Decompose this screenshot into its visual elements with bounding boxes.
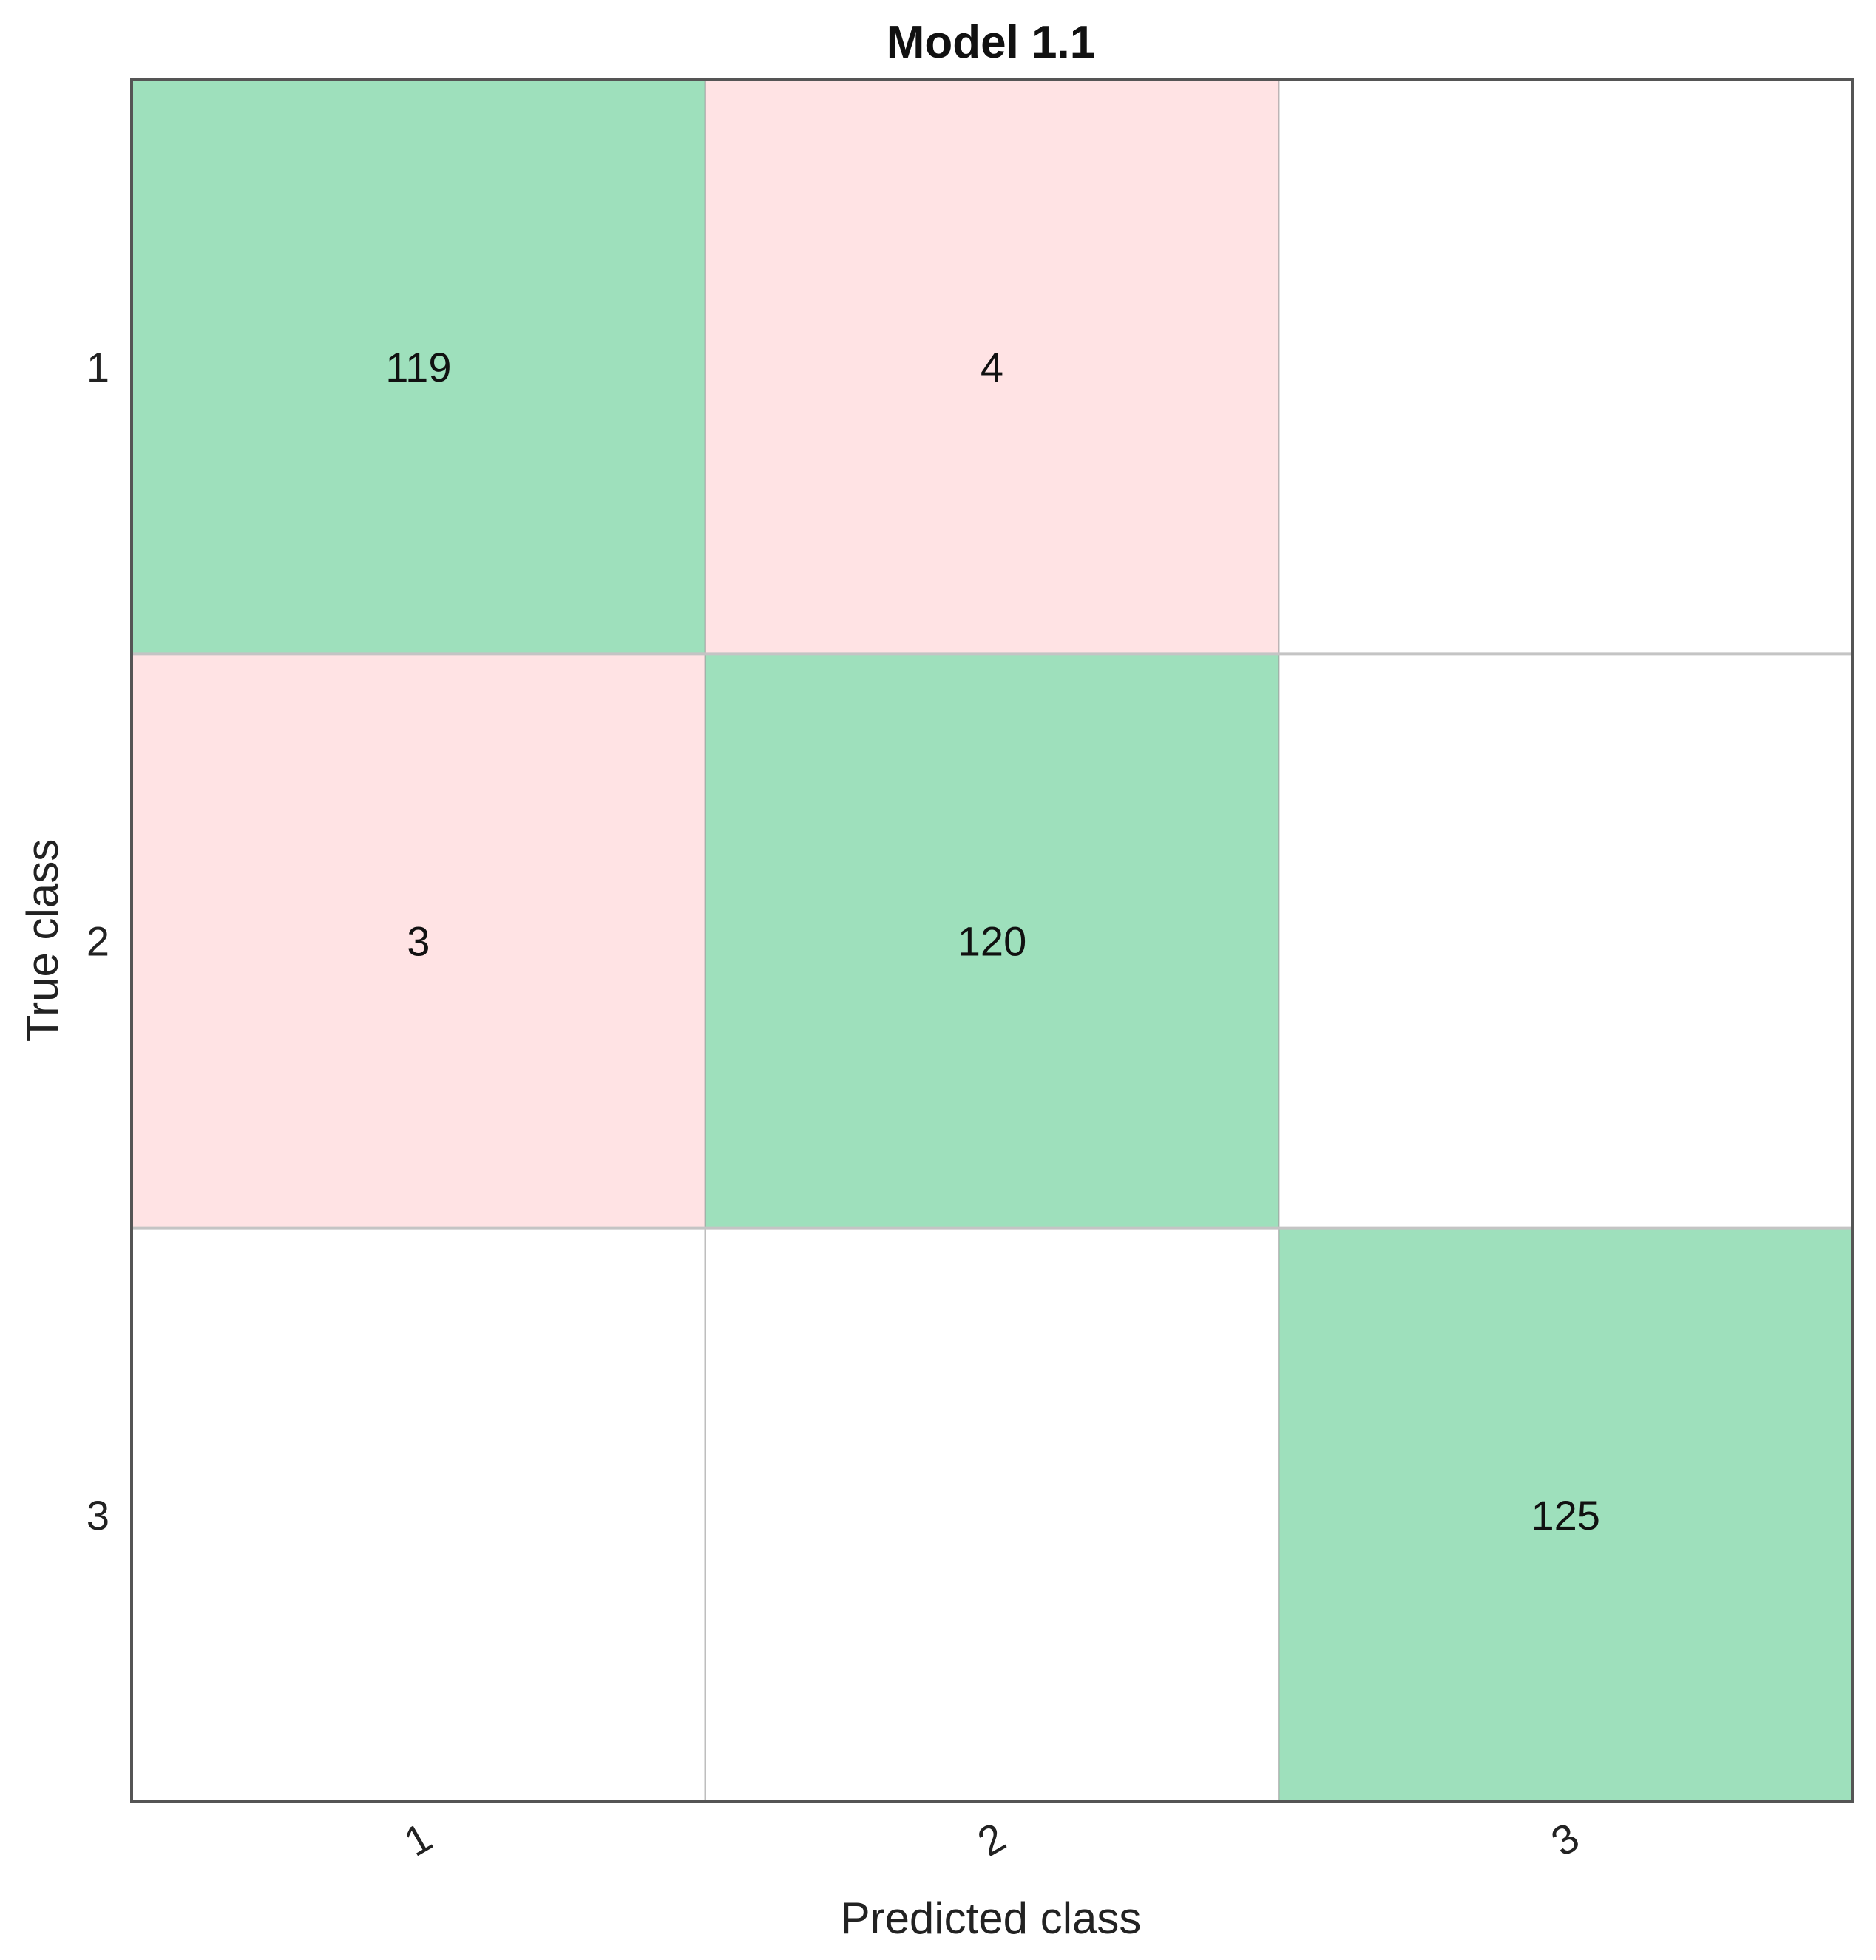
y-tick-labels: 1 2 3 (87, 344, 109, 1539)
matrix-cells (132, 80, 1852, 1802)
matrix-cell-2-2 (705, 654, 1279, 1228)
matrix-cell-2-1 (132, 654, 705, 1228)
matrix-gridlines (132, 80, 1852, 1802)
cell-value-2-2: 120 (958, 918, 1026, 965)
cell-value-1-2: 4 (981, 344, 1003, 390)
x-tick-label-1: 1 (396, 1814, 439, 1865)
y-tick-label-1: 1 (87, 344, 109, 390)
matrix-cell-2-3 (1279, 654, 1852, 1228)
cell-value-2-1: 3 (407, 918, 430, 965)
matrix-cell-3-1 (132, 1227, 705, 1802)
cell-value-1-1: 119 (385, 344, 451, 390)
y-tick-label-3: 3 (87, 1492, 109, 1539)
chart-title: Model 1.1 (887, 17, 1096, 68)
y-tick-label-2: 2 (87, 918, 109, 965)
matrix-cell-1-1 (132, 80, 705, 654)
matrix-cell-1-3 (1279, 80, 1852, 654)
x-axis-label: Predicted class (841, 1893, 1142, 1943)
cell-value-3-3: 125 (1531, 1492, 1599, 1539)
x-tick-label-3: 3 (1543, 1814, 1586, 1865)
x-tick-label-2: 2 (970, 1814, 1013, 1865)
x-tick-labels: 1 2 3 (396, 1814, 1587, 1865)
cell-value-labels: 119 4 3 120 125 (385, 344, 1600, 1539)
plot-frame (130, 78, 1854, 1803)
matrix-cell-1-2 (705, 80, 1279, 654)
matrix-cell-3-3 (1279, 1227, 1852, 1802)
y-axis-label: True class (18, 839, 67, 1042)
matrix-cell-3-2 (705, 1227, 1279, 1802)
